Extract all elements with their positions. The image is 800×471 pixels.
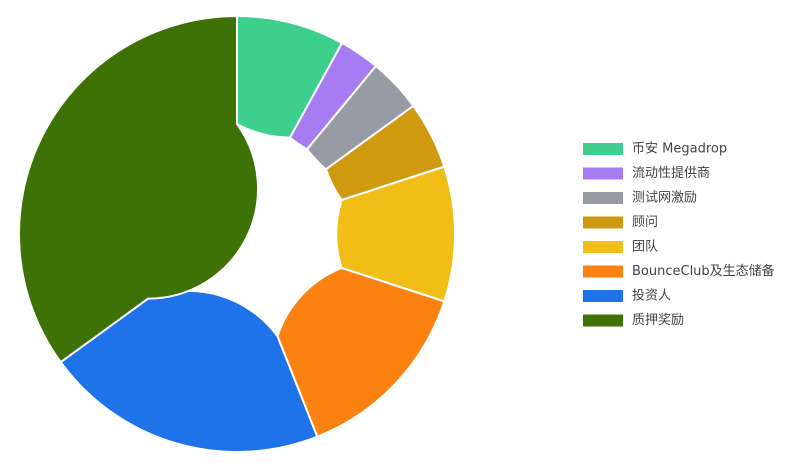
legend-label: 币安 Megadrop [632,142,727,157]
legend-swatch [583,314,623,327]
legend-label: 流动性提供商 [632,165,710,181]
legend-label: 投资人 [632,288,671,304]
slice [59,289,319,453]
legend-label: 测试网激励 [632,191,697,206]
legend-label: BounceClub及生态储备 [632,263,775,279]
legend-swatch [583,216,623,229]
legend-swatch [583,265,623,278]
slice [18,14,260,364]
legend-label: 顾问 [632,215,658,230]
legend-swatch [583,290,623,302]
legend-swatch [583,167,623,180]
legend-label: 团队 [632,240,658,255]
legend-swatch [583,192,623,204]
legend-label: 质押奖励 [632,313,684,328]
legend-swatch [583,143,623,155]
legend-swatch [583,241,623,253]
